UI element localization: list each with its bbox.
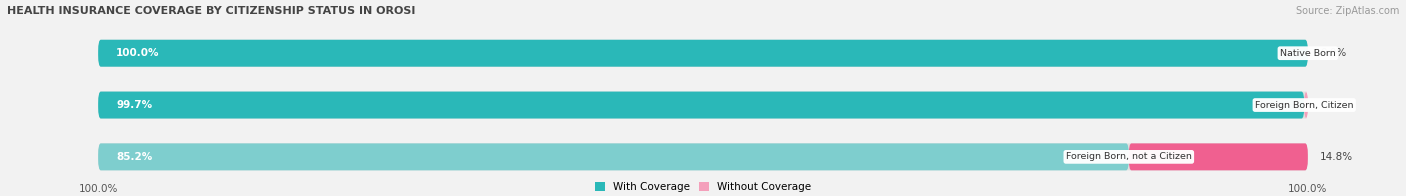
FancyBboxPatch shape: [1305, 92, 1308, 119]
Text: 100.0%: 100.0%: [79, 184, 118, 194]
Text: 99.7%: 99.7%: [117, 100, 152, 110]
Text: HEALTH INSURANCE COVERAGE BY CITIZENSHIP STATUS IN OROSI: HEALTH INSURANCE COVERAGE BY CITIZENSHIP…: [7, 6, 415, 16]
Text: 100.0%: 100.0%: [117, 48, 160, 58]
Text: 0.31%: 0.31%: [1320, 100, 1353, 110]
Text: Foreign Born, not a Citizen: Foreign Born, not a Citizen: [1066, 152, 1192, 161]
FancyBboxPatch shape: [98, 92, 1308, 119]
FancyBboxPatch shape: [1129, 143, 1308, 170]
FancyBboxPatch shape: [98, 40, 1308, 67]
Text: 85.2%: 85.2%: [117, 152, 153, 162]
Text: Native Born: Native Born: [1279, 49, 1336, 58]
FancyBboxPatch shape: [98, 143, 1308, 170]
Text: Foreign Born, Citizen: Foreign Born, Citizen: [1256, 101, 1354, 110]
Text: 100.0%: 100.0%: [1288, 184, 1327, 194]
FancyBboxPatch shape: [98, 40, 1308, 67]
Text: Source: ZipAtlas.com: Source: ZipAtlas.com: [1295, 6, 1399, 16]
Text: 14.8%: 14.8%: [1320, 152, 1353, 162]
FancyBboxPatch shape: [98, 92, 1305, 119]
FancyBboxPatch shape: [98, 143, 1129, 170]
Text: 0.0%: 0.0%: [1320, 48, 1346, 58]
Legend: With Coverage, Without Coverage: With Coverage, Without Coverage: [595, 182, 811, 192]
